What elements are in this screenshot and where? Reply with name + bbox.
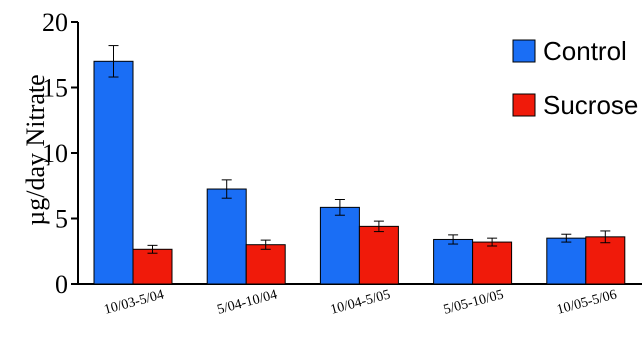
legend-label-control: Control [543, 36, 627, 66]
error-bars [108, 45, 611, 254]
bar-control-4 [546, 237, 587, 285]
y-tick-label: 0 [55, 270, 68, 299]
bar-sucrose-4 [585, 236, 626, 285]
bar-sucrose-0 [132, 248, 173, 285]
y-tick-labels: 0 5 10 15 20 [42, 8, 78, 299]
bar-sucrose-1 [245, 244, 286, 285]
bar-control-0 [93, 60, 134, 285]
bar-control-3 [433, 238, 474, 285]
legend-label-sucrose: Sucrose [543, 90, 638, 120]
y-tick-label: 20 [42, 8, 68, 37]
y-axis-label: µg/day Nitrate [21, 74, 50, 225]
bars [93, 60, 626, 285]
x-tick-label: 5/05-10/05 [442, 287, 505, 317]
bar-sucrose-3 [472, 241, 513, 285]
bar-control-2 [319, 206, 360, 285]
legend-swatch-sucrose [512, 93, 536, 117]
y-tick-label: 10 [42, 139, 68, 168]
x-tick-labels: 10/03-5/04 5/04-10/04 10/04-5/05 5/05-10/05… [102, 287, 618, 317]
x-tick-label: 5/04-10/04 [216, 287, 279, 317]
y-tick-label: 5 [55, 205, 68, 234]
legend: Control Sucrose [512, 36, 638, 120]
x-tick-label: 10/04-5/05 [329, 287, 392, 317]
x-tick-label: 10/05-5/06 [555, 287, 618, 317]
x-tick-label: 10/03-5/04 [102, 287, 165, 317]
y-tick-label: 15 [42, 74, 68, 103]
legend-swatch-control [512, 39, 536, 63]
bar-control-1 [206, 188, 247, 285]
bar-sucrose-2 [358, 225, 399, 285]
